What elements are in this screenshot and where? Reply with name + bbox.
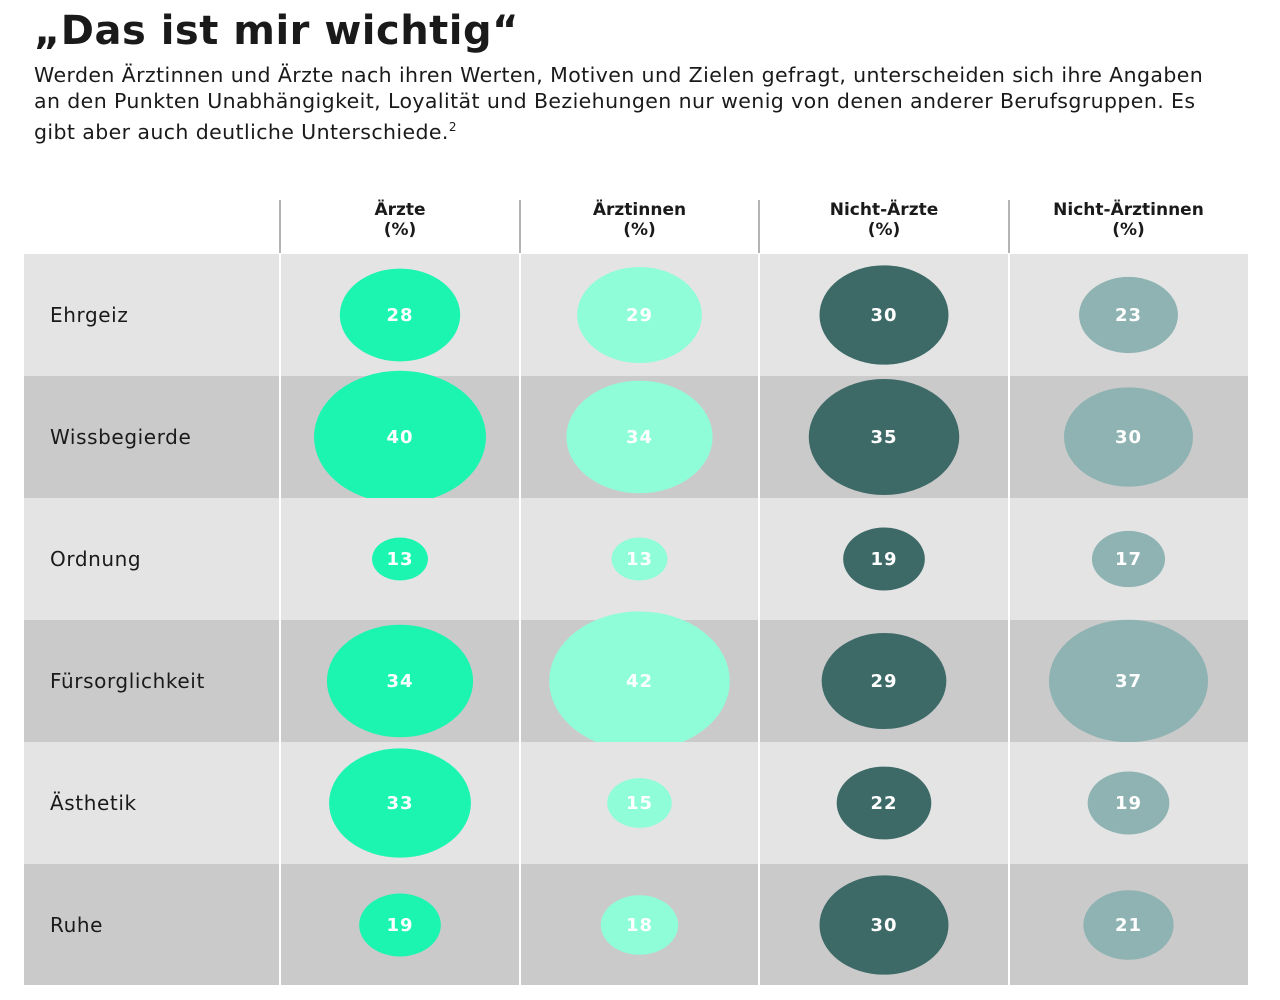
value-label: 29 [870,671,897,692]
column-header-name: Ärzte [374,198,425,220]
value-label: 19 [1115,793,1142,814]
column-header-unit: (%) [868,220,901,240]
value-bubble [819,265,949,365]
column-header-unit: (%) [384,220,417,240]
value-bubble [843,527,925,591]
value-label: 37 [1115,671,1142,692]
value-bubble [1083,890,1174,960]
value-label: 23 [1115,305,1142,326]
value-label: 19 [870,549,897,570]
value-bubble [329,748,471,858]
chart-title: „Das ist mir wichtig“ [34,8,519,54]
row-label: Fürsorglichkeit [50,669,205,693]
value-bubble [836,766,932,840]
subtitle-text: Werden Ärztinnen und Ärzte nach ihren We… [34,63,1204,144]
value-label: 28 [386,305,413,326]
column-header-name: Ärztinnen [593,198,686,220]
row-label: Ehrgeiz [50,303,128,327]
value-bubble [600,895,679,955]
row-label: Ästhetik [50,791,137,815]
value-label: 34 [386,671,413,692]
row-label: Ruhe [50,913,103,937]
value-bubble [821,632,947,730]
value-label: 18 [626,915,653,936]
value-label: 35 [870,427,897,448]
row-label: Wissbegierde [50,425,191,449]
value-label: 22 [870,793,897,814]
value-label: 17 [1115,549,1142,570]
value-label: 42 [626,671,653,692]
value-bubble [577,266,702,364]
value-label: 13 [386,549,413,570]
value-label: 40 [386,427,413,448]
value-label: 30 [1115,427,1142,448]
row-label: Ordnung [50,547,141,571]
value-bubble [359,893,441,957]
column-header-unit: (%) [1112,220,1145,240]
value-bubble [549,611,730,751]
column-header-name: Nicht-Ärztinnen [1053,198,1204,220]
footnote-mark: 2 [448,120,457,134]
value-label: 15 [626,793,653,814]
value-label: 21 [1115,915,1142,936]
column-header-name: Nicht-Ärzte [830,198,939,220]
value-bubble [1048,619,1209,743]
value-bubble [1087,771,1170,835]
value-bubble [566,380,713,494]
value-label: 13 [626,549,653,570]
value-bubble [314,370,486,504]
value-bubble [1091,530,1166,588]
value-label: 30 [870,305,897,326]
value-bubble [372,537,428,581]
value-label: 19 [386,915,413,936]
value-label: 34 [626,427,653,448]
value-label: 30 [870,915,897,936]
value-bubble [819,875,949,975]
value-bubble [1064,387,1193,487]
value-bubble [326,624,474,738]
value-bubble [339,268,461,362]
value-bubble [607,778,672,828]
value-label: 29 [626,305,653,326]
chart-subtitle: Werden Ärztinnen und Ärzte nach ihren We… [34,62,1234,145]
value-bubble [808,379,960,495]
column-header-unit: (%) [623,220,656,240]
value-bubble [611,537,668,581]
value-label: 33 [386,793,413,814]
value-bubble [1079,276,1178,354]
